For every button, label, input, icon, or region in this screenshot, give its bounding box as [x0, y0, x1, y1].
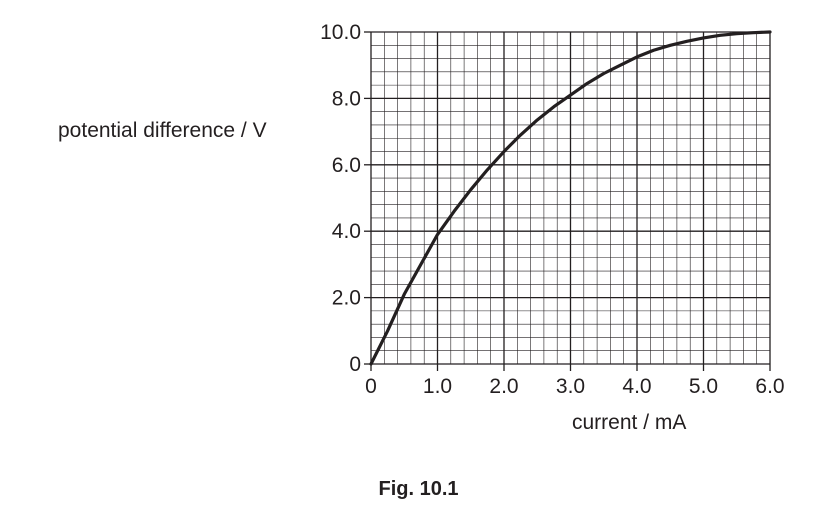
x-tick-label: 4.0 [622, 375, 651, 398]
major-grid [364, 31, 771, 371]
y-tick-label: 6.0 [332, 154, 361, 177]
y-tick-labels: 0 2.0 4.0 6.0 8.0 10.0 [320, 21, 361, 376]
y-tick-label: 0 [349, 353, 361, 376]
x-tick-label: 5.0 [689, 375, 718, 398]
x-tick-labels: 0 1.0 2.0 3.0 4.0 5.0 6.0 [365, 375, 784, 398]
x-tick-label: 2.0 [489, 375, 518, 398]
y-tick-label: 8.0 [332, 87, 361, 110]
series-layer [369, 30, 772, 366]
x-axis-label: current / mA [572, 411, 686, 434]
x-tick-label: 1.0 [423, 375, 452, 398]
series-line [369, 30, 772, 366]
y-axis-label: potential difference / V [58, 119, 267, 142]
x-tick-label: 6.0 [755, 375, 784, 398]
y-tick-label: 2.0 [332, 287, 361, 310]
y-tick-label: 10.0 [320, 21, 361, 44]
y-tick-label: 4.0 [332, 220, 361, 243]
x-tick-label: 0 [365, 375, 377, 398]
x-tick-label: 3.0 [556, 375, 585, 398]
figure-caption: Fig. 10.1 [378, 478, 459, 500]
